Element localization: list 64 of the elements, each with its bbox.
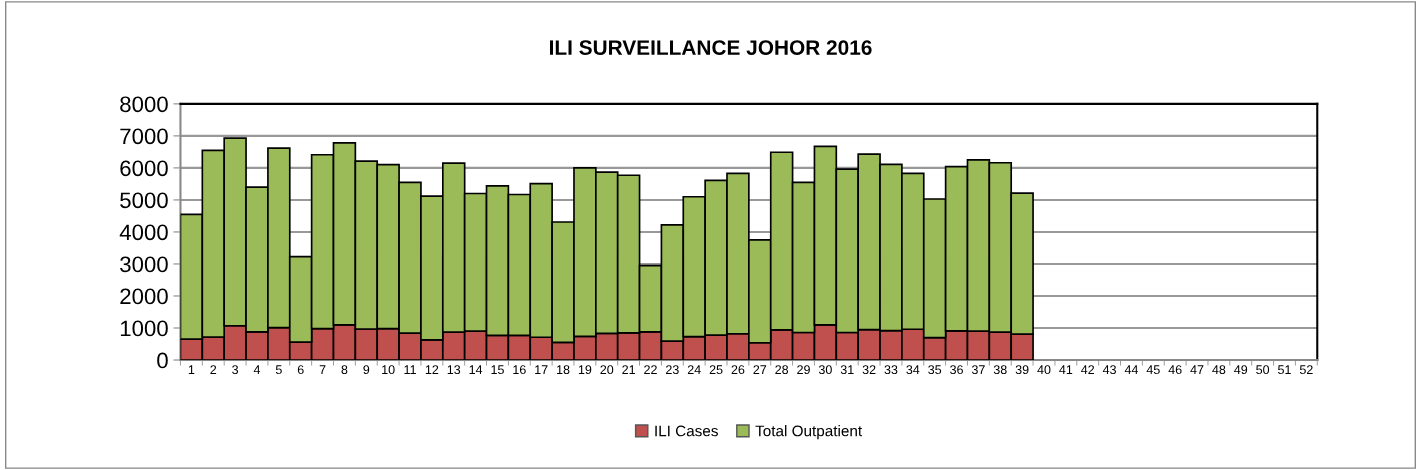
x-tick-label: 13	[447, 365, 461, 375]
y-tick-label: 2000	[120, 288, 168, 305]
x-tick-label: 41	[1059, 365, 1073, 374]
x-tick-label: 22	[644, 365, 657, 374]
y-tick-label: 0	[157, 352, 168, 369]
x-tick-label: 11	[404, 365, 416, 374]
x-tick-label: 4	[253, 365, 261, 374]
x-tick-label: 6	[297, 365, 304, 375]
x-tick-label: 49	[1234, 365, 1248, 375]
x-tick-label: 18	[557, 365, 570, 375]
x-tick-label: 10	[382, 365, 395, 375]
y-tick-label: 8000	[120, 96, 168, 113]
x-tick-label: 52	[1299, 365, 1313, 375]
x-tick-label: 48	[1212, 365, 1226, 375]
x-tick-label: 29	[797, 365, 810, 375]
x-tick-label: 19	[578, 365, 592, 375]
x-tick-label: 17	[535, 365, 548, 374]
y-tick-label: 3000	[120, 256, 168, 273]
x-tick-label: 35	[928, 365, 942, 375]
x-tick-label: 32	[862, 365, 876, 375]
x-tick-label: 16	[513, 365, 526, 375]
x-tick-label: 39	[1015, 365, 1029, 375]
x-tick-label: 36	[950, 365, 963, 375]
x-tick-label: 38	[993, 365, 1007, 375]
x-tick-label: 24	[687, 365, 701, 374]
x-tick-label: 34	[906, 365, 920, 375]
x-tick-label: 33	[884, 365, 898, 375]
y-tick-label: 7000	[120, 128, 168, 145]
x-tick-label: 3	[232, 365, 239, 375]
legend-label: ILI Cases	[655, 425, 718, 437]
y-tick-label: 4000	[119, 224, 168, 241]
x-tick-label: 47	[1190, 365, 1204, 374]
x-tick-label: 2	[210, 365, 217, 374]
x-tick-label: 5	[275, 365, 282, 375]
x-tick-label: 7	[319, 365, 326, 374]
x-tick-label: 45	[1146, 365, 1160, 375]
x-tick-label: 1	[188, 365, 195, 374]
x-tick-label: 46	[1168, 365, 1182, 375]
y-tick-label: 6000	[120, 160, 168, 177]
x-tick-label: 40	[1037, 365, 1051, 375]
x-tick-label: 28	[775, 365, 789, 375]
x-tick-label: 12	[425, 365, 439, 374]
x-tick-label: 30	[818, 365, 832, 375]
x-tick-label: 43	[1102, 365, 1116, 375]
x-tick-label: 31	[840, 365, 854, 375]
x-tick-label: 23	[666, 365, 679, 375]
x-tick-label: 21	[622, 365, 635, 374]
y-tick-label: 5000	[120, 192, 168, 209]
legend-label: Total Outpatient	[755, 425, 863, 440]
y-tick-label: 1000	[120, 320, 168, 337]
chart-title: ILI SURVEILLANCE JOHOR 2016	[550, 40, 872, 55]
x-tick-label: 50	[1256, 365, 1270, 375]
x-tick-label: 27	[753, 365, 767, 374]
x-tick-label: 51	[1278, 365, 1291, 375]
x-tick-label: 20	[600, 365, 614, 375]
x-tick-label: 26	[731, 365, 745, 375]
x-tick-label: 9	[363, 365, 370, 375]
x-tick-label: 25	[709, 365, 723, 375]
x-tick-label: 15	[491, 365, 504, 375]
x-tick-label: 37	[971, 365, 985, 375]
x-tick-label: 42	[1081, 365, 1095, 374]
x-tick-label: 8	[341, 365, 348, 375]
x-tick-label: 44	[1124, 365, 1139, 374]
x-tick-label: 14	[469, 365, 483, 374]
